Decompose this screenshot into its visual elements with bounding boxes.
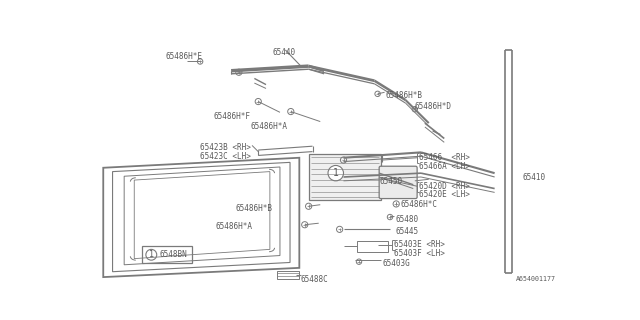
Text: A654001177: A654001177 (516, 276, 556, 282)
Bar (309, 154, 381, 200)
Text: 65486H*B: 65486H*B (385, 91, 422, 100)
FancyBboxPatch shape (379, 166, 417, 198)
Text: 65403E <RH>: 65403E <RH> (394, 240, 445, 249)
Text: 65480: 65480 (396, 215, 419, 225)
Text: 65403G: 65403G (382, 260, 410, 268)
Text: 65403F <LH>: 65403F <LH> (394, 249, 445, 258)
Text: 65423B <RH>: 65423B <RH> (200, 143, 251, 152)
Circle shape (328, 165, 344, 181)
Text: 65486H*A: 65486H*A (250, 122, 287, 131)
Bar (142, 246, 193, 263)
Text: 65486H*F: 65486H*F (213, 112, 250, 121)
Text: 1: 1 (333, 168, 339, 178)
Text: 65466  <RH>: 65466 <RH> (419, 153, 470, 162)
Text: 65486H*B: 65486H*B (235, 204, 272, 213)
Text: 6548BN: 6548BN (160, 250, 188, 259)
Text: 65420D <RH>: 65420D <RH> (419, 182, 470, 191)
Text: 65450: 65450 (379, 177, 403, 186)
Bar (277, 271, 298, 279)
Text: 65486H*D: 65486H*D (415, 101, 452, 110)
Text: 65420E <LH>: 65420E <LH> (419, 190, 470, 199)
Text: 65445: 65445 (396, 227, 419, 236)
Text: 65423C <LH>: 65423C <LH> (200, 152, 251, 161)
Text: 1: 1 (149, 250, 154, 259)
Text: 65486H*E: 65486H*E (165, 52, 202, 61)
Text: 65486H*C: 65486H*C (401, 200, 438, 209)
Text: 65488C: 65488C (301, 275, 328, 284)
Text: 65486H*A: 65486H*A (216, 222, 253, 231)
Bar (358, 241, 388, 252)
Text: 65410: 65410 (522, 173, 546, 182)
Text: 65466A <LH>: 65466A <LH> (419, 162, 470, 171)
Text: 65440: 65440 (272, 48, 295, 57)
